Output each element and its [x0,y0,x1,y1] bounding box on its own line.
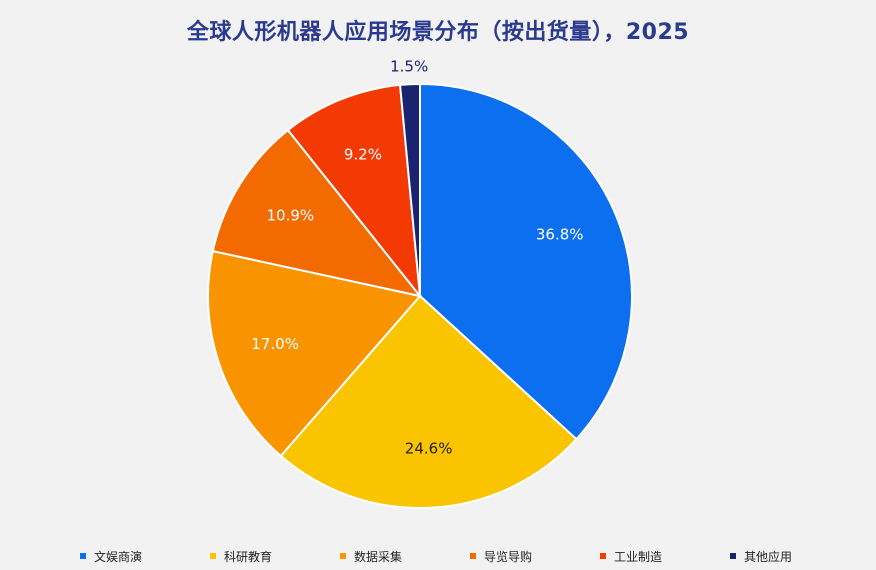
pie-slice-3 [207,249,422,458]
pie-slice-label-3: 17.0% [251,335,299,353]
legend-swatch-4 [470,553,476,559]
legend-label-6: 其他应用 [744,549,793,564]
legend-item-2: 科研教育 [210,548,340,565]
legend-label-5: 工业制造 [614,549,663,564]
pie-slice-1 [419,82,633,441]
pie-slice-2 [279,294,578,509]
legend-item-4: 导览导购 [470,548,600,565]
pie-slice-5 [286,83,422,300]
legend-swatch-2 [210,553,216,559]
legend-label-4: 导览导购 [484,549,533,564]
legend-item-3: 数据采集 [340,548,470,565]
chart-legend: 文娱商演 科研教育 数据采集 导览导购 工业制造 其他应用 [80,545,860,567]
pie-slice-label-1: 36.8% [536,226,584,244]
legend-item-6: 其他应用 [730,548,860,565]
pie-slice-4 [211,128,423,298]
legend-swatch-6 [730,553,736,559]
legend-swatch-5 [600,553,606,559]
pie-slice-label-4: 10.9% [267,206,315,224]
legend-swatch-3 [340,553,346,559]
legend-item-1: 文娱商演 [80,548,210,565]
pie-slice-6 [398,82,421,297]
pie-slice-label-6: 1.5% [390,57,428,75]
pie-slice-label-2: 24.6% [405,439,453,457]
pie-slice-label-5: 9.2% [344,145,382,163]
legend-item-5: 工业制造 [600,548,730,565]
legend-label-1: 文娱商演 [94,549,143,564]
chart-title: 全球人形机器人应用场景分布（按出货量），2025 [186,20,690,45]
legend-swatch-1 [80,553,86,559]
legend-label-3: 数据采集 [354,549,403,564]
legend-label-2: 科研教育 [224,549,273,564]
